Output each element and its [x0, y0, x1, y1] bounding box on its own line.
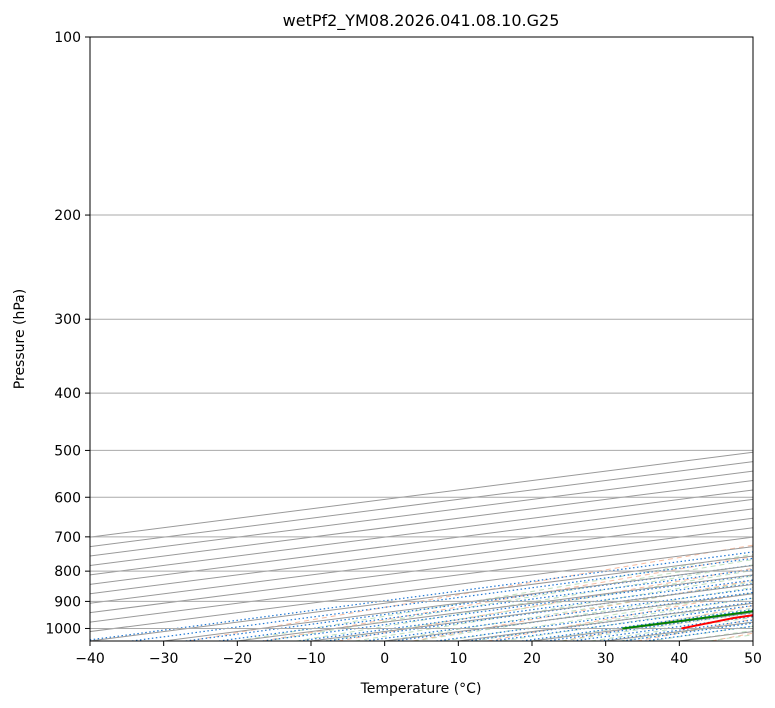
mixing-ratio-line [262, 574, 753, 641]
isotherm-line [90, 527, 753, 614]
x-tick-label: −20 [223, 651, 253, 667]
x-tick-label: −30 [149, 651, 179, 667]
mixing-ratio-line [218, 568, 753, 641]
chart-title: wetPf2_YM08.2026.041.08.10.G25 [283, 11, 560, 31]
y-tick-label: 700 [54, 530, 81, 546]
mixing-ratio-line [572, 615, 753, 641]
isotherm-line [90, 461, 753, 548]
moist-adiabat [296, 564, 753, 641]
isotherm-line [90, 536, 753, 623]
x-tick-label: 30 [597, 651, 615, 667]
plot-background [90, 37, 753, 641]
y-axis-title: Pressure (hPa) [12, 289, 28, 389]
isotherm-line [90, 508, 753, 595]
x-tick-label: −40 [75, 651, 105, 667]
isotherm-line [752, 640, 753, 641]
isotherm-line [90, 517, 753, 604]
y-tick-label: 100 [54, 30, 81, 46]
x-tick-label: 40 [670, 651, 688, 667]
x-tick-label: 20 [523, 651, 541, 667]
y-tick-label: 900 [54, 594, 81, 610]
x-axis-title: Temperature (°C) [360, 681, 482, 697]
y-tick-label: 300 [54, 312, 81, 328]
mixing-ratio-line [326, 583, 753, 641]
y-tick-label: 200 [54, 208, 81, 224]
y-tick-label: 800 [54, 564, 81, 580]
dry-adiabat [487, 592, 753, 641]
x-tick-label: −10 [296, 651, 326, 667]
dry-adiabat [263, 556, 753, 641]
moist-adiabat [384, 581, 753, 641]
moist-adiabat [266, 559, 753, 641]
x-tick-label: 50 [744, 651, 762, 667]
y-tick-label: 400 [54, 386, 81, 402]
isotherm-line [90, 470, 753, 557]
dry-adiabat [412, 579, 753, 641]
isotherm-line [90, 498, 753, 585]
x-tick-label: 0 [380, 651, 389, 667]
y-tick-label: 500 [54, 443, 81, 459]
y-tick-label: 600 [54, 490, 81, 506]
isotherm-line [90, 489, 753, 576]
moist-adiabat [237, 553, 753, 641]
x-tick-label: 10 [449, 651, 467, 667]
mixing-ratio-line [185, 564, 753, 641]
mixing-ratio-line [299, 579, 753, 641]
isotherm-line [90, 480, 753, 566]
y-tick-label: 1000 [45, 621, 81, 637]
mixing-ratio-line [90, 551, 753, 641]
plot-frame [89, 36, 754, 642]
